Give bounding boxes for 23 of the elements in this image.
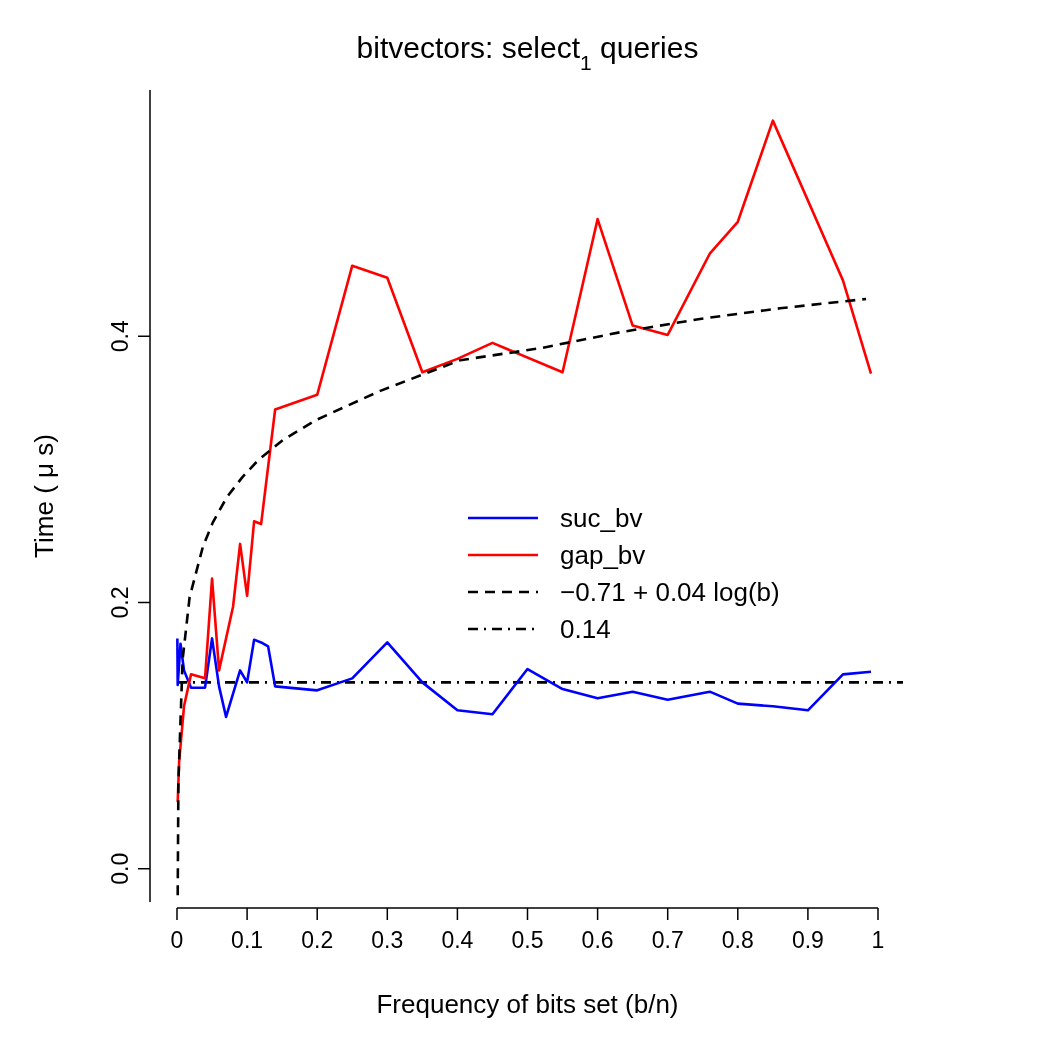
chart-title: bitvectors: select$_{1}$ queries bbox=[356, 31, 699, 74]
y-axis-title: Time ( μ s) bbox=[29, 434, 59, 558]
legend-label: 0.14 bbox=[560, 614, 611, 644]
x-tick-label: 0.2 bbox=[301, 927, 334, 953]
x-tick-label: 0.3 bbox=[371, 927, 404, 953]
x-tick-label: 0.1 bbox=[231, 927, 264, 953]
legend-label: suc_bv bbox=[560, 503, 643, 533]
x-tick-label: 0.6 bbox=[581, 927, 614, 953]
x-tick-label: 0.7 bbox=[651, 927, 684, 953]
line-series bbox=[176, 119, 873, 804]
x-tick-label: 0.9 bbox=[791, 927, 824, 953]
line-series bbox=[176, 637, 873, 719]
y-tick-label: 0.2 bbox=[107, 586, 133, 619]
y-tick-label: 0.4 bbox=[107, 320, 133, 353]
x-axis-title: Frequency of bits set (b/n) bbox=[376, 989, 679, 1019]
legend-label: gap_bv bbox=[560, 540, 646, 570]
x-tick-label: 0.8 bbox=[721, 927, 754, 953]
legend-label: −0.71 + 0.04 log(b) bbox=[560, 577, 780, 607]
x-tick-label: 0 bbox=[170, 927, 184, 953]
y-tick-label: 0.0 bbox=[107, 852, 133, 885]
x-tick-label: 0.5 bbox=[511, 927, 544, 953]
x-tick-label: 0.4 bbox=[441, 927, 474, 953]
x-tick-label: 1 bbox=[871, 927, 885, 953]
